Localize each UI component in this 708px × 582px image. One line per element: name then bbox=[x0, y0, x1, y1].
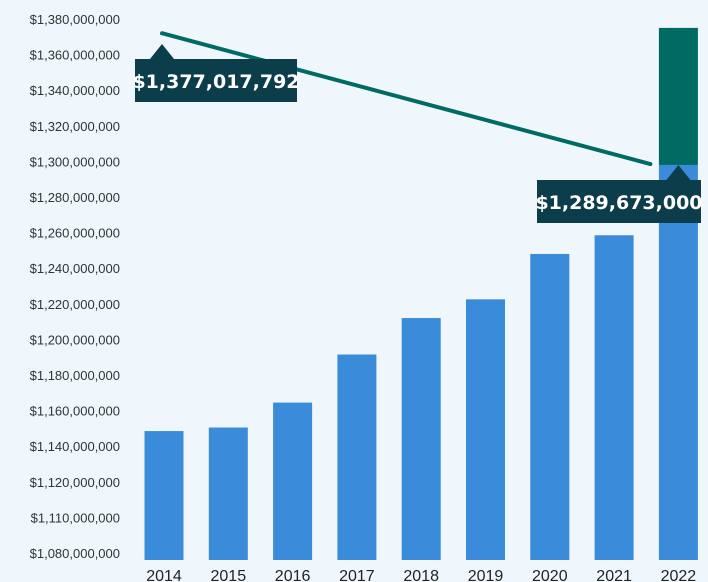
y-tick-label: $1,120,000,000 bbox=[30, 475, 120, 490]
y-tick-label: $1,320,000,000 bbox=[30, 119, 120, 134]
y-tick-label: $1,360,000,000 bbox=[30, 48, 120, 63]
x-tick-label: 2014 bbox=[146, 568, 182, 582]
bar-2019 bbox=[466, 299, 505, 560]
callout-box bbox=[537, 180, 701, 223]
y-tick-label: $1,080,000,000 bbox=[30, 546, 120, 561]
x-tick-label: 2019 bbox=[468, 568, 504, 582]
y-tick-label: $1,180,000,000 bbox=[30, 368, 120, 383]
bar-2020 bbox=[530, 253, 570, 560]
bar-2014 bbox=[144, 431, 184, 560]
y-tick-label: $1,160,000,000 bbox=[30, 404, 120, 419]
callouts: $1,377,017,792 $1,289,673,000 bbox=[132, 44, 703, 223]
y-tick-label: $1,220,000,000 bbox=[30, 297, 120, 312]
x-tick-label: 2016 bbox=[275, 568, 311, 582]
bars bbox=[144, 27, 698, 560]
trend-line bbox=[160, 31, 653, 167]
callout-pointer bbox=[666, 165, 691, 180]
callout-pointer bbox=[150, 44, 174, 59]
x-tick-label: 2018 bbox=[403, 568, 439, 582]
y-tick-label: $1,110,000,000 bbox=[31, 510, 120, 525]
callout-box bbox=[135, 59, 297, 102]
y-tick-label: $1,380,000,000 bbox=[30, 12, 120, 27]
y-tick-label: $1,240,000,000 bbox=[30, 261, 120, 276]
bar-2016 bbox=[273, 402, 313, 560]
callout-2022: $1,289,673,000 bbox=[535, 165, 703, 223]
callout-label: $1,377,017,792 bbox=[132, 71, 299, 93]
callout-2014: $1,377,017,792 bbox=[132, 44, 300, 102]
bar-2022-top-segment bbox=[658, 27, 698, 165]
callout-label: $1,289,673,000 bbox=[535, 192, 702, 214]
y-tick-label: $1,200,000,000 bbox=[30, 332, 120, 347]
bar-2021 bbox=[594, 235, 634, 560]
y-tick-label: $1,260,000,000 bbox=[30, 226, 120, 241]
trend-line-group bbox=[160, 31, 653, 167]
bar-2018 bbox=[401, 318, 441, 560]
bar-2022 bbox=[658, 164, 698, 560]
bar-2017 bbox=[337, 354, 377, 560]
x-tick-label: 2020 bbox=[532, 568, 568, 582]
y-tick-label: $1,280,000,000 bbox=[30, 190, 120, 205]
y-tick-label: $1,340,000,000 bbox=[30, 83, 120, 98]
x-tick-label: 2017 bbox=[339, 568, 375, 582]
x-tick-label: 2015 bbox=[211, 568, 247, 582]
y-axis: $1,380,000,000 $1,360,000,000 $1,340,000,0… bbox=[30, 12, 120, 561]
y-tick-label: $1,140,000,000 bbox=[30, 439, 120, 454]
x-tick-label: 2022 bbox=[661, 568, 697, 582]
x-tick-label: 2021 bbox=[596, 568, 632, 582]
x-axis: 2014 2015 2016 2017 2018 2019 2020 2021 2022 bbox=[146, 568, 696, 582]
y-tick-label: $1,300,000,000 bbox=[30, 154, 120, 169]
bar-2015 bbox=[208, 427, 248, 560]
